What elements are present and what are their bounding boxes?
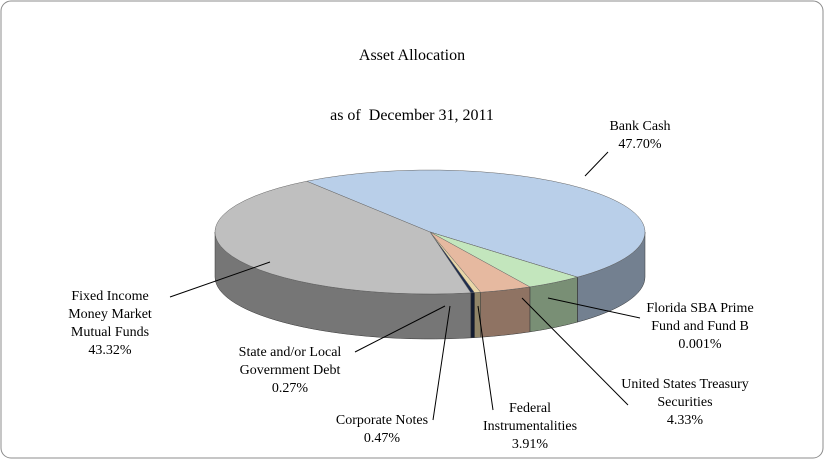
category-label: Bank Cash xyxy=(609,119,671,134)
title-block: Asset Allocation as of December 31, 2011 xyxy=(330,6,494,146)
value-label: 0.27% xyxy=(271,381,309,396)
category-label: State and/or Local Government Debt xyxy=(238,345,342,378)
slice-side xyxy=(470,292,475,339)
category-label: Fixed Income Money Market Mutual Funds xyxy=(68,289,152,340)
leader-line xyxy=(521,297,629,406)
value-label: 4.33% xyxy=(666,413,704,428)
leader-line xyxy=(477,305,494,411)
leader-line xyxy=(584,151,609,177)
category-label: Federal Instrumentalities xyxy=(482,401,578,434)
category-label: United States Treasury Securities xyxy=(621,377,749,410)
data-label: Bank Cash 47.70% xyxy=(580,118,700,154)
data-label: State and/or Local Government Debt 0.27% xyxy=(225,344,355,398)
value-label: 47.70% xyxy=(618,137,662,152)
value-label: 0.001% xyxy=(678,337,722,352)
data-label: United States Treasury Securities 4.33% xyxy=(618,376,753,430)
data-label: Corporate Notes 0.47% xyxy=(317,412,447,448)
category-label: Florida SBA Prime Fund and Fund B xyxy=(646,301,754,334)
slice xyxy=(214,180,472,295)
value-label: 43.32% xyxy=(88,343,132,358)
chart-title: Asset Allocation xyxy=(358,47,466,64)
leader-line xyxy=(432,305,451,421)
category-label: Corporate Notes xyxy=(335,413,429,428)
leader-line xyxy=(547,297,641,319)
data-label: Florida SBA Prime Fund and Fund B 0.001% xyxy=(635,300,765,354)
slice xyxy=(305,169,646,278)
leader-line xyxy=(169,261,271,298)
data-label: Federal Instrumentalities 3.91% xyxy=(468,400,593,454)
leader-line xyxy=(354,305,446,353)
chart-subtitle: as of December 31, 2011 xyxy=(330,107,494,124)
data-label: Fixed Income Money Market Mutual Funds 43… xyxy=(53,288,168,360)
slice-side xyxy=(480,286,531,338)
value-label: 0.47% xyxy=(363,431,401,446)
value-label: 3.91% xyxy=(511,437,549,452)
